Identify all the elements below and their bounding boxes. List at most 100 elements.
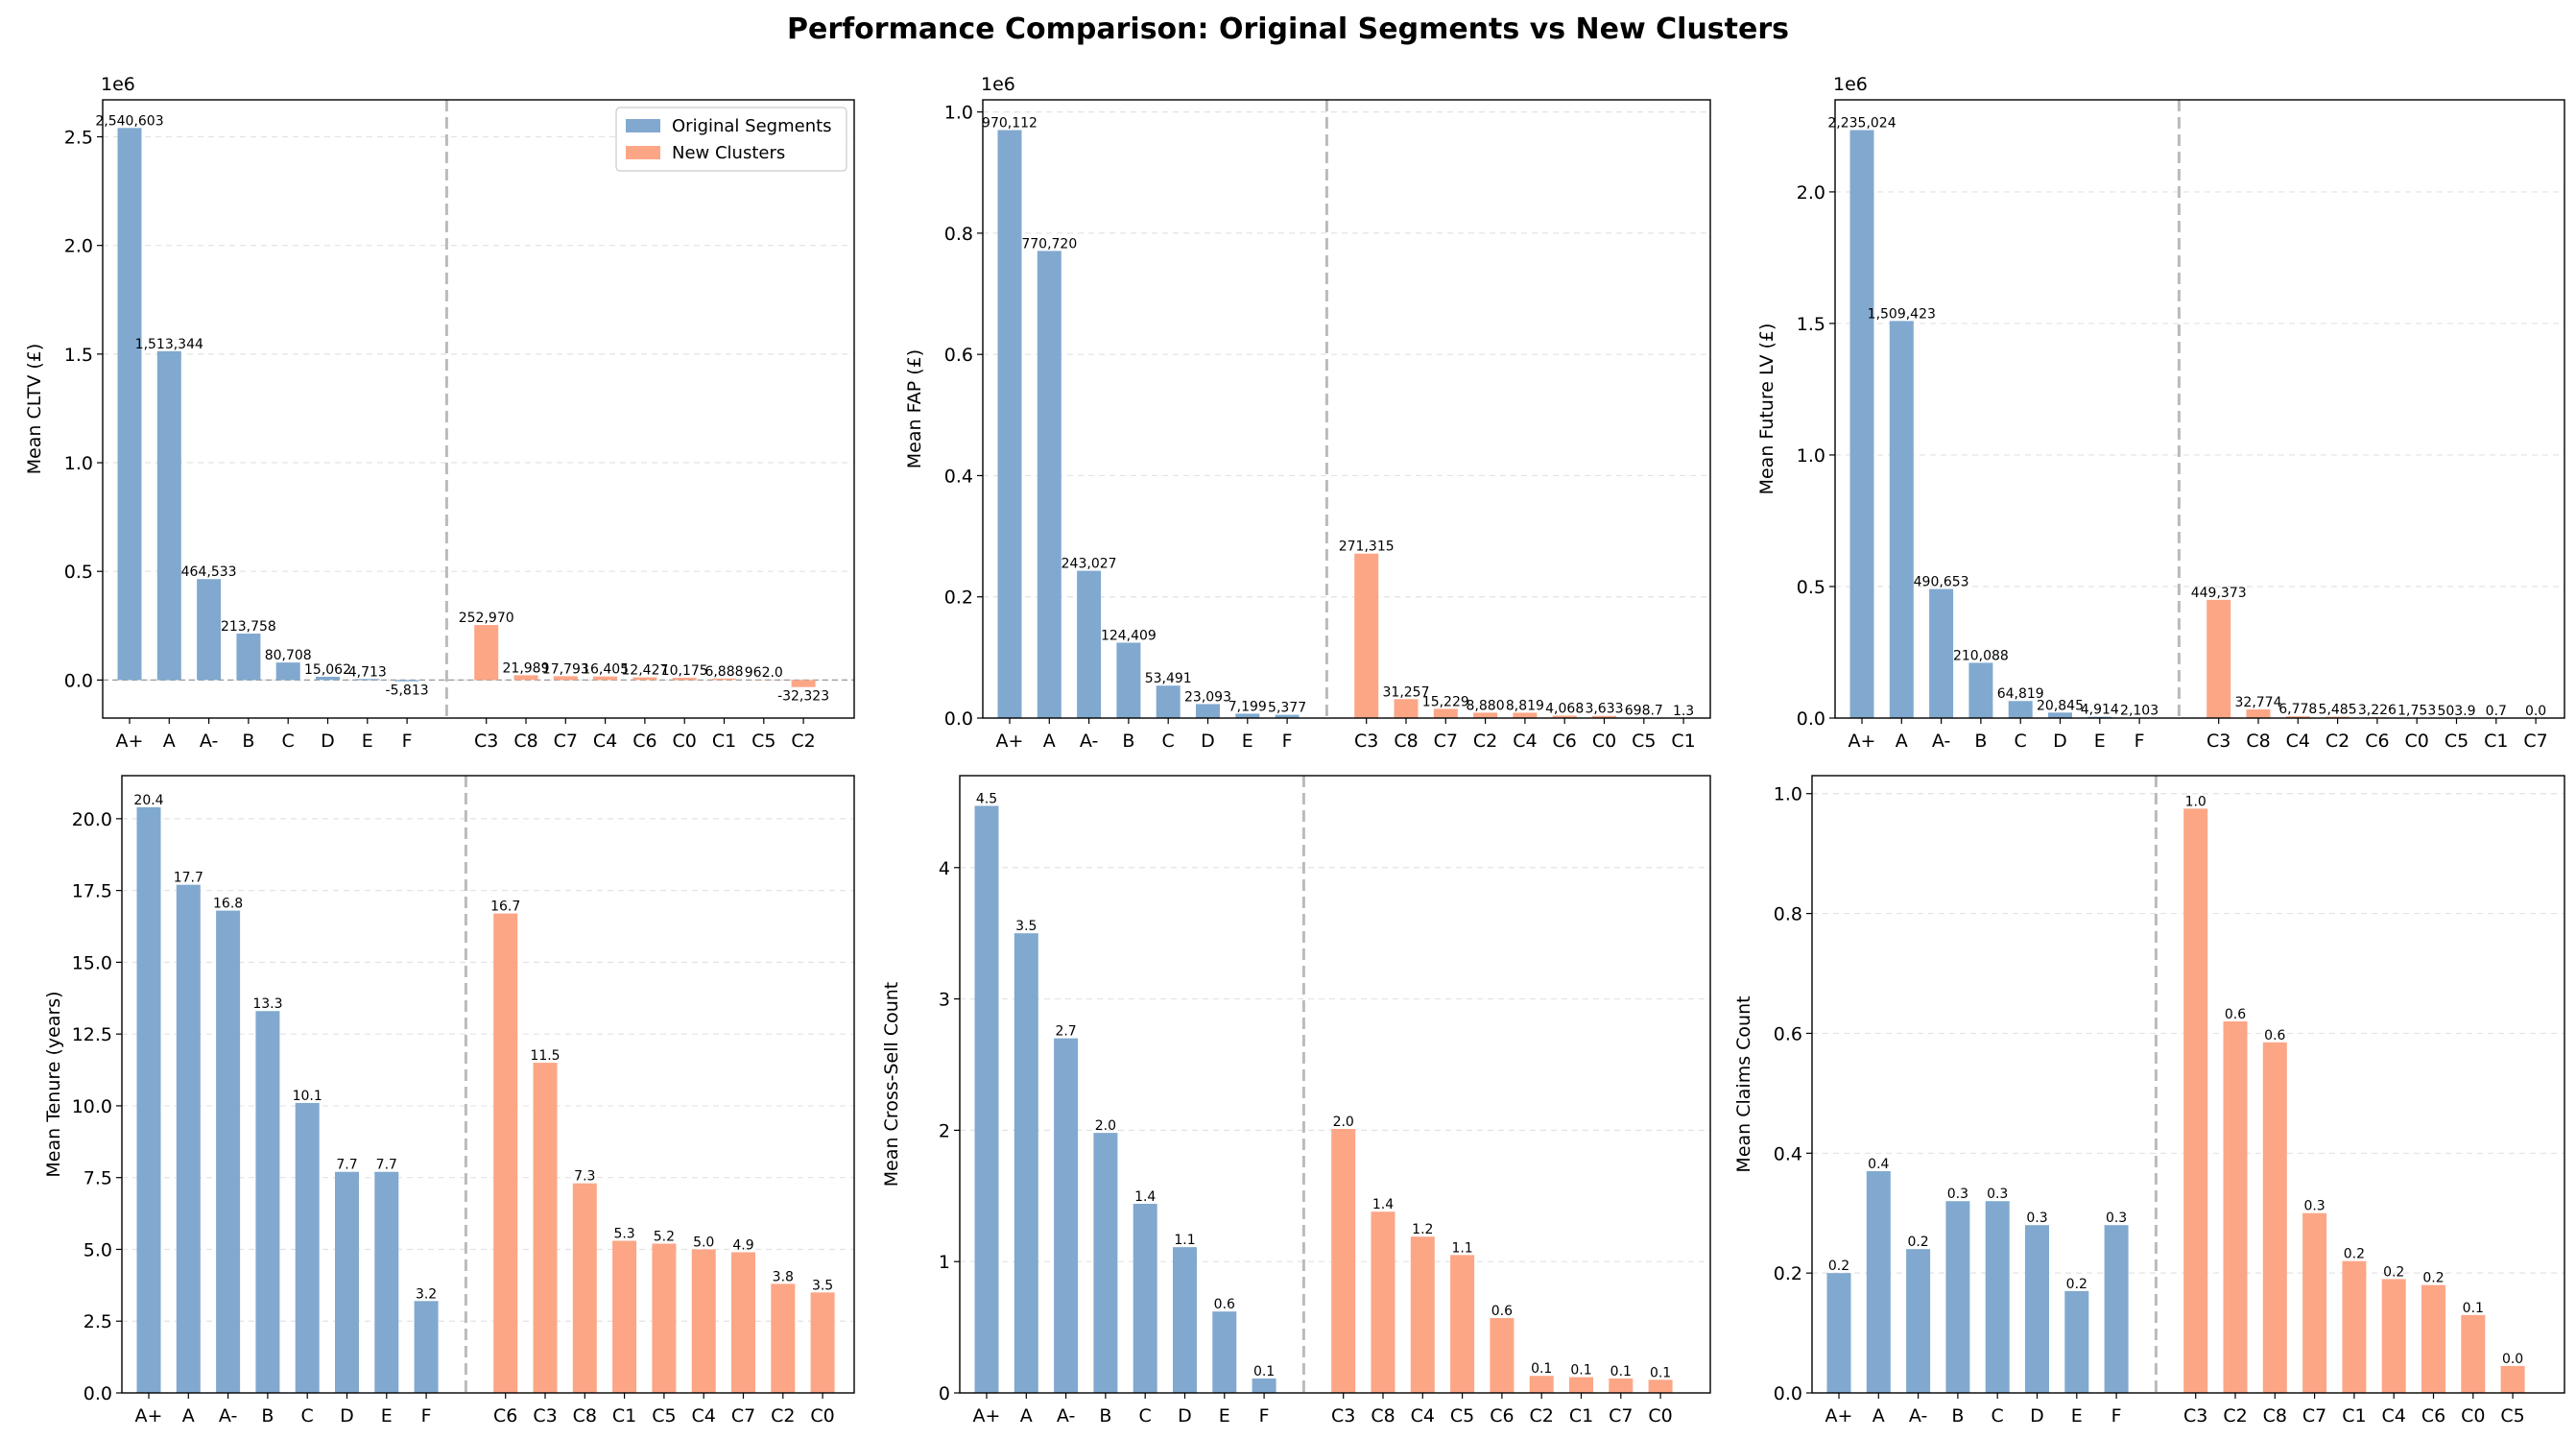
legend-box <box>615 107 847 172</box>
data-label: 490,653 <box>1914 575 1969 590</box>
x-tick-label: C6 <box>1553 731 1577 752</box>
bar-C5 <box>2500 1365 2525 1393</box>
data-label: 0.7 <box>2486 704 2507 719</box>
y-tick-label: 0.4 <box>1774 1143 1802 1164</box>
bar-D <box>1173 1247 1197 1393</box>
bar-C2 <box>1529 1376 1554 1393</box>
y-tick-label: 10.0 <box>72 1096 112 1117</box>
y-tick-label: 1.0 <box>64 453 93 474</box>
x-tick-label: E <box>1219 1405 1230 1427</box>
data-label: 10.1 <box>293 1089 322 1104</box>
bar-C7 <box>2302 1212 2327 1393</box>
bar-C <box>275 662 300 681</box>
bar-C <box>1133 1203 1157 1393</box>
x-tick-label: C <box>1139 1405 1152 1427</box>
chart-panel-3: 2,235,024 A+ 1,509,423 A 490,653 A- 210,088 B 64… <box>1756 74 2565 752</box>
x-tick-label: C4 <box>1411 1405 1435 1427</box>
bar-C4 <box>2285 716 2310 718</box>
x-tick-label: C2 <box>791 731 815 752</box>
x-tick-label: F <box>2135 731 2145 752</box>
bar-F <box>2104 1225 2129 1393</box>
data-label: 449,373 <box>2191 586 2247 601</box>
x-tick-label: A <box>163 731 176 752</box>
x-tick-label: C1 <box>1671 731 1695 752</box>
data-label: 0.1 <box>1253 1364 1275 1379</box>
bar-C0 <box>672 678 697 681</box>
y-tick-label: 0 <box>939 1383 950 1404</box>
bar-C0 <box>2461 1314 2486 1393</box>
x-tick-label: B <box>1099 1405 1111 1427</box>
x-tick-label: C2 <box>2223 1405 2247 1427</box>
x-tick-label: C2 <box>2326 731 2349 752</box>
x-tick-label: F <box>2111 1405 2122 1427</box>
bar-C8 <box>513 675 538 681</box>
y-tick-label: 0.2 <box>944 588 973 609</box>
y-tick-label: 0.8 <box>944 224 973 245</box>
x-tick-label: A+ <box>1849 731 1876 752</box>
data-label: 503.9 <box>2437 704 2475 719</box>
bar-A- <box>1929 588 1954 718</box>
data-label: 3,633 <box>1585 702 1623 717</box>
x-tick-label: B <box>1974 731 1987 752</box>
bar-C4 <box>691 1249 716 1393</box>
x-tick-label: E <box>1242 731 1253 752</box>
bar-C3 <box>2183 808 2208 1393</box>
data-label: 210,088 <box>1953 648 2009 663</box>
x-tick-label: C7 <box>1434 731 1458 752</box>
data-label: 53,491 <box>1145 671 1192 686</box>
x-tick-label: C7 <box>2523 731 2547 752</box>
y-tick-label: 2.5 <box>83 1311 112 1332</box>
bar-C8 <box>2262 1042 2287 1393</box>
data-label: 7.7 <box>336 1158 357 1173</box>
bar-A- <box>1077 570 1102 718</box>
x-tick-label: C <box>1162 731 1175 752</box>
x-tick-label: A <box>1043 731 1056 752</box>
data-label: 5.3 <box>613 1226 634 1241</box>
data-label: 0.6 <box>2225 1007 2246 1022</box>
x-tick-label: D <box>340 1405 354 1427</box>
bar-C7 <box>731 1252 755 1393</box>
data-label: -32,323 <box>777 689 829 705</box>
bar-C7 <box>1433 708 1458 718</box>
x-tick-label: C8 <box>573 1405 597 1427</box>
x-tick-label: C6 <box>1490 1405 1514 1427</box>
x-tick-label: C <box>2015 731 2027 752</box>
y-axis-label: Mean CLTV (£) <box>24 344 45 475</box>
data-label: 4,068 <box>1545 701 1584 716</box>
x-tick-label: A <box>1872 1405 1885 1427</box>
y-tick-label: 0.6 <box>944 345 973 366</box>
bar-A+ <box>974 805 999 1393</box>
bar-A+ <box>117 128 142 681</box>
legend-entry: New Clusters <box>672 143 785 163</box>
bar-A <box>1037 251 1061 718</box>
data-label: 1.3 <box>1673 704 1694 719</box>
data-label: 0.1 <box>1570 1363 1591 1379</box>
bar-A- <box>1054 1038 1079 1393</box>
x-tick-label: C8 <box>2263 1405 2287 1427</box>
bar-A+ <box>997 130 1022 718</box>
y-tick-label: 0.0 <box>944 708 973 730</box>
x-tick-label: C5 <box>2500 1405 2524 1427</box>
bar-C3 <box>1331 1129 1356 1393</box>
figure-title: Performance Comparison: Original Segment… <box>787 12 1789 46</box>
x-tick-label: C3 <box>1354 731 1378 752</box>
x-tick-label: A <box>182 1405 195 1427</box>
y-tick-label: 1.0 <box>1774 784 1802 805</box>
data-label: 4.5 <box>976 791 997 806</box>
data-label: 3,226 <box>2358 703 2397 718</box>
x-tick-label: A+ <box>116 731 144 752</box>
x-tick-label: C0 <box>1648 1405 1672 1427</box>
bar-C1 <box>1569 1377 1593 1393</box>
x-tick-label: C8 <box>513 731 537 752</box>
y-tick-label: 0.5 <box>64 562 93 583</box>
bar-C2 <box>2223 1020 2248 1393</box>
bar-C <box>295 1102 320 1393</box>
x-tick-label: F <box>1282 731 1293 752</box>
x-tick-label: B <box>242 731 254 752</box>
x-tick-label: C0 <box>810 1405 834 1427</box>
x-tick-label: C8 <box>1394 731 1418 752</box>
x-tick-label: C2 <box>1473 731 1497 752</box>
x-tick-label: A- <box>1080 731 1098 752</box>
data-label: 0.1 <box>1531 1361 1552 1377</box>
bar-C2 <box>1473 712 1498 718</box>
